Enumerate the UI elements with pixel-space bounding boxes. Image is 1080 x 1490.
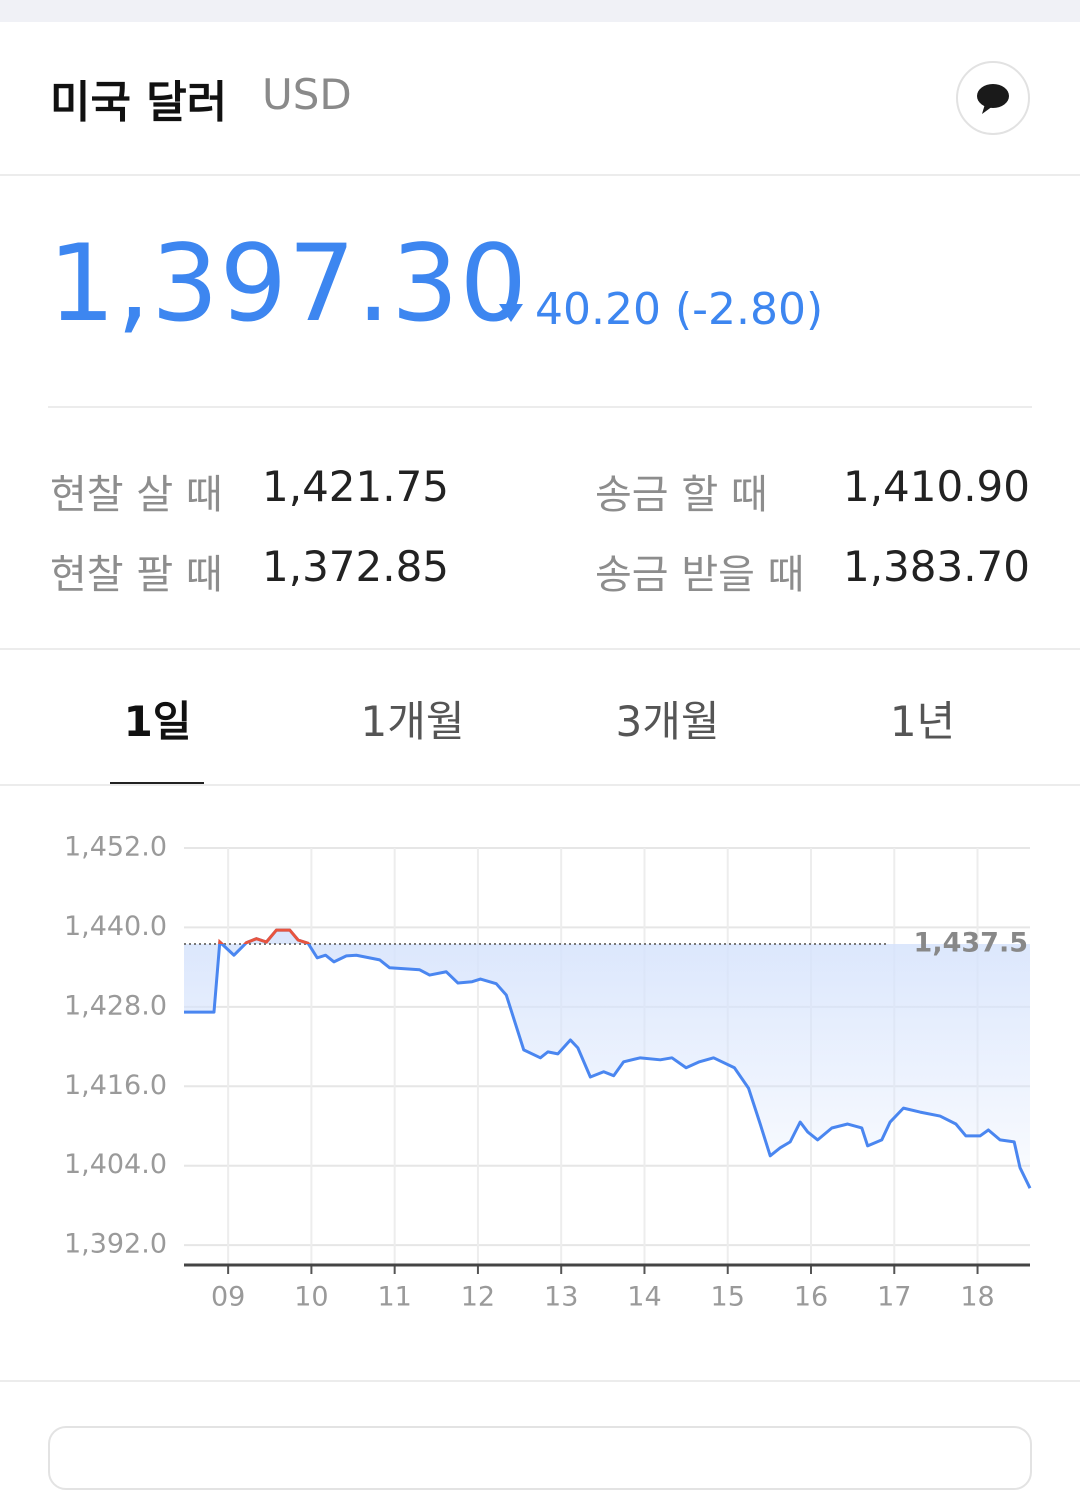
x-tick-label: 11: [377, 1282, 411, 1313]
area: [184, 930, 1030, 1189]
chat-button[interactable]: [955, 60, 1033, 138]
x-tick-label: 15: [711, 1282, 745, 1313]
rate-label: 현찰 팔 때: [50, 552, 223, 598]
current-price: 1,397.30: [48, 222, 529, 345]
divider: [0, 174, 1080, 176]
y-tick-label: 1,392.0: [64, 1229, 167, 1260]
rate-value: 1,372.85: [262, 542, 450, 591]
divider: [48, 406, 1032, 408]
currency-code: USD: [262, 70, 352, 119]
x-tick-label: 16: [794, 1282, 828, 1313]
change-rate: (-2.80): [674, 284, 824, 335]
change-amount: 40.20: [535, 284, 661, 335]
divider: [0, 1380, 1080, 1382]
rate-label: 송금 받을 때: [595, 552, 805, 598]
x-tick-label: 13: [544, 1282, 578, 1313]
x-tick-label: 09: [211, 1282, 245, 1313]
divider: [0, 648, 1080, 650]
x-tick-label: 18: [960, 1282, 994, 1313]
x-tick-label: 12: [461, 1282, 495, 1313]
x-tick-label: 17: [877, 1282, 911, 1313]
rate-value: 1,421.75: [262, 462, 450, 511]
chart: 1,392.0 1,404.0 1,416.0 1,428.0 1,440.0 1,452…: [64, 832, 1032, 1313]
chat-icon: [977, 84, 1009, 108]
down-arrow-shape: [499, 304, 523, 322]
divider: [0, 784, 1080, 786]
status-band: [0, 0, 1080, 22]
reference-label: 1,437.5: [914, 927, 1028, 958]
rate-label: 현찰 살 때: [50, 472, 223, 518]
period-tab[interactable]: 1일: [123, 697, 192, 746]
period-tab[interactable]: 1개월: [360, 697, 465, 746]
x-tick-label: 10: [294, 1282, 328, 1313]
x-tick-label: 14: [627, 1282, 661, 1313]
y-tick-label: 1,428.0: [64, 990, 167, 1021]
price-change: 40.20 (-2.80): [535, 284, 823, 335]
rate-label: 송금 할 때: [595, 472, 768, 518]
rate-value: 1,383.70: [842, 542, 1030, 591]
chat-icon-tail: [982, 104, 993, 114]
line: [184, 928, 1032, 1189]
down-arrow: [499, 304, 523, 322]
rate-value: 1,410.90: [842, 462, 1030, 511]
y-tick-label: 1,416.0: [64, 1070, 167, 1101]
y-tick-label: 1,404.0: [64, 1149, 167, 1180]
y-tick-label: 1,452.0: [64, 832, 167, 863]
y-tick-label: 1,440.0: [64, 911, 167, 942]
period-tab[interactable]: 3개월: [615, 697, 720, 746]
period-tab[interactable]: 1년: [889, 697, 956, 746]
currency-name: 미국 달러: [50, 77, 228, 128]
bottom-card: [48, 1426, 1032, 1490]
